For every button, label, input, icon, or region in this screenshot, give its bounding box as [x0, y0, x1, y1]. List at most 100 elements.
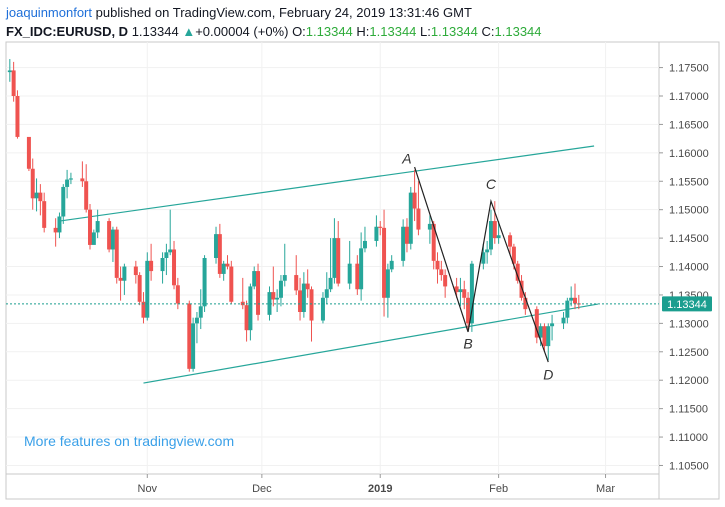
- candle-body: [572, 297, 577, 304]
- candle-body: [191, 323, 196, 369]
- candle-body: [88, 209, 93, 245]
- candle-body: [137, 275, 142, 302]
- candle-body: [91, 232, 96, 245]
- candle-body: [427, 223, 432, 230]
- candle-body: [305, 283, 310, 290]
- candle-body: [481, 252, 486, 264]
- change-value: +0.00004 (+0%): [195, 24, 289, 39]
- candle-body: [110, 229, 115, 250]
- candle-body: [229, 266, 234, 302]
- last-price: 1.13344: [131, 24, 179, 39]
- candle-body: [511, 246, 516, 264]
- low-value: 1.13344: [430, 24, 478, 39]
- wave-label-d: D: [543, 367, 553, 383]
- candle-body: [38, 192, 43, 202]
- candle-body: [114, 229, 119, 278]
- candle-body: [168, 249, 173, 253]
- candle-body: [198, 306, 203, 318]
- price-tick-label: 1.16500: [669, 119, 709, 131]
- abcd-pattern-line: [414, 166, 549, 363]
- time-tick-label: Mar: [596, 483, 615, 495]
- last-price-tag-box: [662, 296, 712, 312]
- candle-body: [443, 275, 448, 287]
- published-text: published on TradingView.com, February 2…: [95, 5, 472, 20]
- candle-body: [309, 289, 314, 321]
- candle-body: [84, 181, 89, 210]
- candle-body: [534, 309, 539, 338]
- candle-body: [374, 226, 379, 241]
- close-value: 1.13344: [494, 24, 542, 39]
- candle-body: [359, 248, 364, 290]
- candle-body: [175, 285, 180, 304]
- tradingview-promo[interactable]: More features on tradingview.com: [24, 433, 234, 449]
- candle-body: [275, 297, 280, 300]
- candle-body: [214, 234, 219, 258]
- publish-line: joaquinmonfort published on TradingView.…: [6, 3, 721, 22]
- candle-body: [328, 277, 333, 290]
- candle-body: [202, 258, 207, 307]
- candle-body: [542, 326, 547, 347]
- time-tick-label: Nov: [138, 483, 158, 495]
- candle-body: [404, 226, 409, 244]
- candle-body: [336, 238, 341, 284]
- last-price-tag: 1.13344: [662, 296, 712, 312]
- price-tick-label: 1.11500: [669, 404, 708, 416]
- candle-body: [217, 234, 222, 274]
- price-tick-label: 1.14500: [669, 233, 709, 245]
- candle-body: [34, 192, 39, 199]
- candle-body: [248, 286, 253, 331]
- price-tick-label: 1.17000: [669, 91, 709, 103]
- candle-body: [523, 297, 528, 310]
- candle-body: [385, 269, 390, 298]
- candle-body: [565, 300, 570, 318]
- candle-body: [561, 317, 566, 324]
- candle-body: [508, 235, 513, 247]
- candle-body: [515, 263, 520, 281]
- candle-body: [546, 326, 551, 347]
- open-label: O:: [292, 24, 306, 39]
- price-tick-label: 1.11000: [669, 432, 708, 444]
- candle-body: [164, 252, 169, 258]
- price-axis[interactable]: [658, 41, 720, 500]
- candle-body: [320, 297, 325, 321]
- candle-body: [225, 263, 230, 267]
- candle-body: [282, 275, 287, 281]
- candle-body: [107, 221, 112, 250]
- candle-body: [53, 227, 58, 233]
- up-arrow-icon: ▲: [182, 24, 196, 39]
- channel-trendline: [143, 303, 599, 384]
- candle-body: [469, 263, 474, 324]
- candle-body: [80, 178, 85, 182]
- candle-body: [15, 96, 20, 137]
- abcd-pattern[interactable]: A B C D: [401, 151, 553, 383]
- last-price-tag-text: 1.13344: [667, 299, 707, 311]
- candle-body: [294, 275, 299, 291]
- price-tick-label: 1.10500: [669, 460, 709, 472]
- candle-body: [221, 263, 226, 274]
- candle-body: [462, 289, 467, 298]
- candle-body: [519, 280, 524, 298]
- candle-body: [7, 70, 12, 73]
- close-label: C:: [481, 24, 495, 39]
- candle-body: [11, 70, 16, 96]
- candles: [7, 59, 581, 372]
- candle-body: [466, 297, 471, 324]
- time-tick-label: Dec: [252, 483, 272, 495]
- candle-body: [485, 249, 490, 253]
- high-value: 1.13344: [369, 24, 417, 39]
- author-link[interactable]: joaquinmonfort: [6, 5, 92, 20]
- wave-label-c: C: [486, 176, 497, 192]
- candle-body: [65, 179, 70, 187]
- trend-channel[interactable]: [59, 145, 599, 384]
- candle-body: [347, 263, 352, 284]
- candle-body: [538, 326, 543, 338]
- candle-body: [194, 317, 199, 324]
- price-tick-label: 1.13000: [669, 318, 709, 330]
- candle-body: [133, 266, 138, 276]
- candle-body: [122, 266, 127, 281]
- candle-body: [61, 186, 66, 217]
- candle-body: [42, 201, 47, 228]
- price-tick-label: 1.12000: [669, 375, 709, 387]
- candle-body: [550, 323, 555, 327]
